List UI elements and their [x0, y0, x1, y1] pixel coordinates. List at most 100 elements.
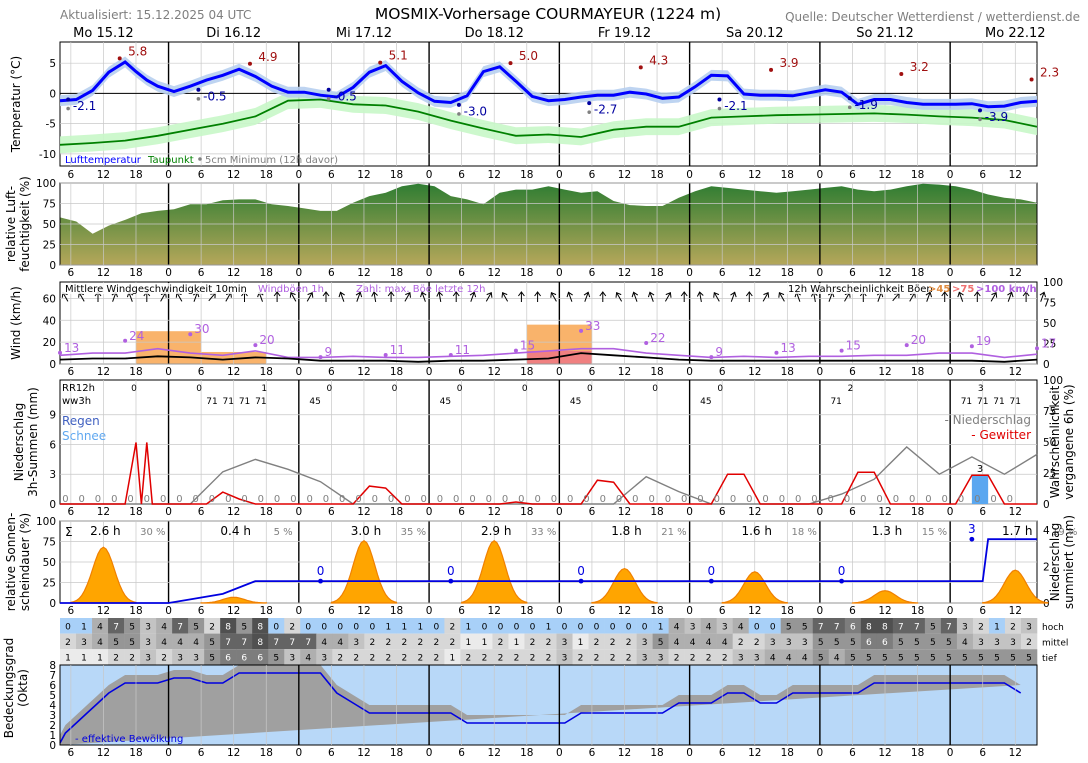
cloud-cell: [236, 618, 253, 634]
cloud-cell-value: 7: [818, 623, 824, 633]
arrow-head: [615, 291, 622, 298]
hour-tick-label: 12: [618, 267, 631, 279]
cloud-cell: [348, 633, 365, 650]
cloud-cell-value: 5: [930, 638, 936, 648]
cloud-cell-value: 3: [145, 623, 151, 633]
zero-label: 0: [420, 494, 426, 505]
day-label: Di 16.12: [206, 26, 261, 41]
hour-tick-label: 0: [295, 747, 302, 759]
zero-label: 0: [372, 494, 378, 505]
cloud-cell-value: 5: [1010, 654, 1016, 664]
cloud-cell-value: 3: [562, 638, 568, 648]
ground-min-marker: [326, 97, 331, 101]
hour-tick-label: 0: [686, 506, 693, 518]
cloud-cell: [924, 633, 942, 650]
arrow-head: [941, 291, 949, 297]
cloud-cell: [652, 633, 669, 650]
wind-arrow: [745, 291, 753, 302]
wind-arrow: [990, 291, 998, 302]
cloud-cell: [92, 633, 109, 650]
hour-tick-label: 18: [390, 747, 403, 759]
cloud-cell: [60, 649, 77, 665]
daily-sun-percent: 5 %: [274, 527, 293, 538]
cloud-cell-value: 2: [690, 654, 696, 664]
cloud-cell: [732, 649, 750, 665]
cloud-cell: [140, 633, 157, 650]
hour-tick-label: 12: [1009, 366, 1022, 378]
cloud-cell: [540, 649, 557, 665]
cloud-cell-value: 4: [738, 623, 744, 633]
precip-ylabel-line: Niederschlag: [12, 403, 26, 481]
hour-tick-label: 18: [129, 506, 142, 518]
hour-tick-label: 0: [817, 169, 824, 181]
cloud-cell: [716, 633, 733, 650]
daily-sun-percent: 33 %: [531, 527, 556, 538]
zero-label: 0: [274, 494, 280, 505]
cloud-cell: [332, 649, 349, 665]
zero-label: 0: [1007, 494, 1013, 505]
hour-tick-label: 18: [781, 169, 794, 181]
okta-tick-label: 3: [49, 710, 56, 722]
cloud-cell: [364, 649, 381, 665]
okta-tick-label: 2: [49, 720, 56, 732]
cloud-cell-value: 7: [289, 638, 295, 648]
cloud-cell: [220, 618, 237, 634]
cloud-cell: [860, 618, 878, 634]
sunshine-peak: [200, 596, 268, 604]
cloud-cell-value: 5: [866, 654, 872, 664]
sunshine-ylabel: relative Sonnen-scheindauer (%): [4, 513, 32, 612]
cloud-cell: [412, 649, 429, 665]
cloud-cell-value: 2: [161, 654, 167, 664]
hour-tick-label: 12: [618, 366, 631, 378]
cloud-cell-value: 2: [353, 654, 359, 664]
day-label: Mo 15.12: [73, 26, 134, 41]
hour-tick-label: 6: [328, 267, 335, 279]
wind-arrow: [730, 291, 737, 302]
cloud-cell-value: 2: [738, 638, 744, 648]
wind-arrow: [1039, 291, 1047, 302]
cloud-cell-value: 2: [610, 638, 616, 648]
zero-label: 0: [583, 494, 589, 505]
cloud-cell: [252, 618, 269, 634]
cloud-cell: [684, 633, 701, 650]
y-tick-label: 3: [49, 469, 56, 481]
hour-tick-label: 18: [781, 747, 794, 759]
cloud-cell-value: 2: [129, 654, 135, 664]
cloud-cell-value: 6: [225, 654, 231, 664]
max-temp-marker: [899, 72, 904, 77]
hour-tick-label: 0: [295, 605, 302, 617]
hour-tick-label: 12: [357, 605, 370, 617]
wind-arrow: [436, 291, 444, 303]
okta-tick-label: 6: [49, 680, 56, 692]
zero-label: 0: [746, 494, 752, 505]
source-label: Quelle: Deutscher Wetterdienst / wetterd…: [785, 10, 1080, 24]
hour-tick-label: 18: [129, 605, 142, 617]
cloud-cell-value: 4: [786, 654, 792, 664]
cloud-cell: [348, 618, 365, 634]
y-tick-label: 0: [49, 598, 56, 610]
wind-arrow: [338, 291, 345, 302]
hour-tick-label: 18: [650, 169, 663, 181]
hour-tick-label: 0: [426, 267, 433, 279]
wind-arrow: [599, 291, 607, 302]
zero-label: 0: [974, 494, 980, 505]
cloud-cell: [556, 633, 573, 650]
hour-tick-label: 0: [947, 169, 954, 181]
wind-title-bg: [62, 283, 262, 294]
cloud-cell-value: 7: [305, 638, 311, 648]
arrow-head: [307, 291, 314, 298]
hour-tick-label: 12: [748, 267, 761, 279]
cloud-cell-value: 6: [850, 623, 856, 633]
arrow-head: [420, 291, 427, 298]
cloud-cell: [540, 633, 557, 650]
wind-ylabel-line: Wind (km/h): [9, 286, 23, 360]
hour-tick-label: 0: [556, 605, 563, 617]
y-tick-label: 6: [49, 439, 56, 451]
wind-arrow: [485, 291, 493, 302]
hour-tick-label: 12: [227, 605, 240, 617]
cloud-cell: [108, 633, 125, 650]
cloud-cell: [268, 649, 285, 665]
zero-label: 0: [193, 494, 199, 505]
legend-ground-marker: [198, 157, 202, 161]
